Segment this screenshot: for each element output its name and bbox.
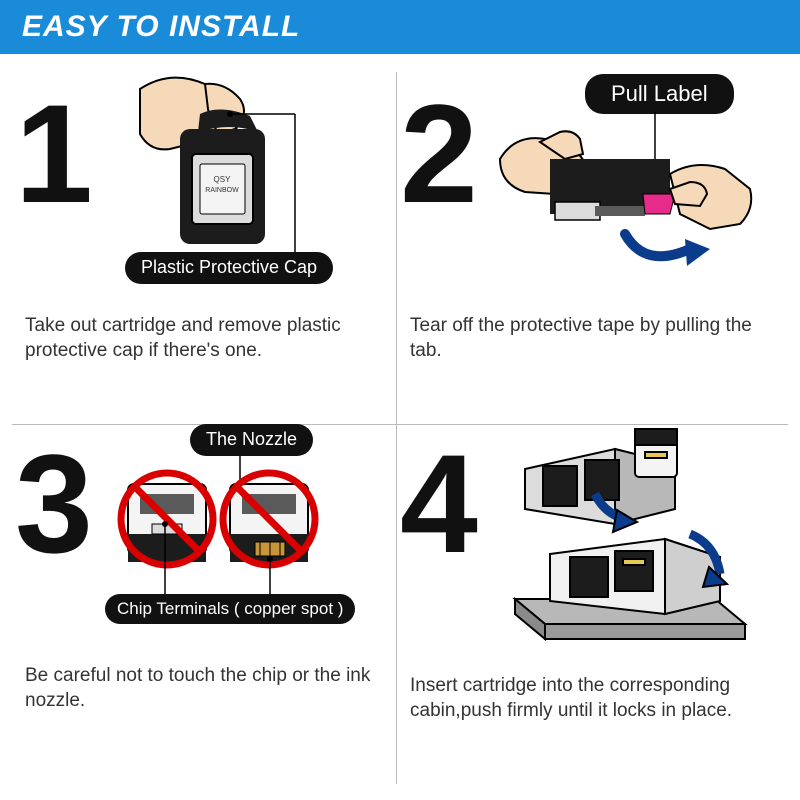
- svg-text:RAINBOW: RAINBOW: [205, 187, 239, 194]
- step-3-caption: Be careful not to touch the chip or the …: [25, 664, 390, 713]
- svg-text:QSY: QSY: [214, 175, 232, 184]
- instruction-grid: 1 QSY RAINBOW: [0, 54, 800, 800]
- step-4-illustration: [495, 424, 770, 634]
- header-bar: EASY TO INSTALL: [0, 0, 800, 54]
- step-4-caption: Insert cartridge into the corresponding …: [410, 674, 775, 723]
- step-2-illustration: Pull Label: [495, 74, 770, 284]
- step-1-pill: Plastic Protective Cap: [125, 252, 333, 284]
- step-3-number: 3: [15, 434, 87, 574]
- divider-vertical: [396, 72, 397, 784]
- step-3-illustration: The Nozzle: [110, 424, 385, 634]
- step-3-pill-bottom: Chip Terminals ( copper spot ): [105, 594, 355, 624]
- step-1-illustration: QSY RAINBOW Plastic Protective Cap: [110, 74, 385, 284]
- step-2-number: 2: [400, 84, 472, 224]
- step-2-caption: Tear off the protective tape by pulling …: [410, 314, 775, 363]
- step-1-number: 1: [15, 84, 87, 224]
- step-1-caption: Take out cartridge and remove plastic pr…: [25, 314, 390, 363]
- header-title: EASY TO INSTALL: [22, 10, 300, 44]
- step-4-number: 4: [400, 434, 472, 574]
